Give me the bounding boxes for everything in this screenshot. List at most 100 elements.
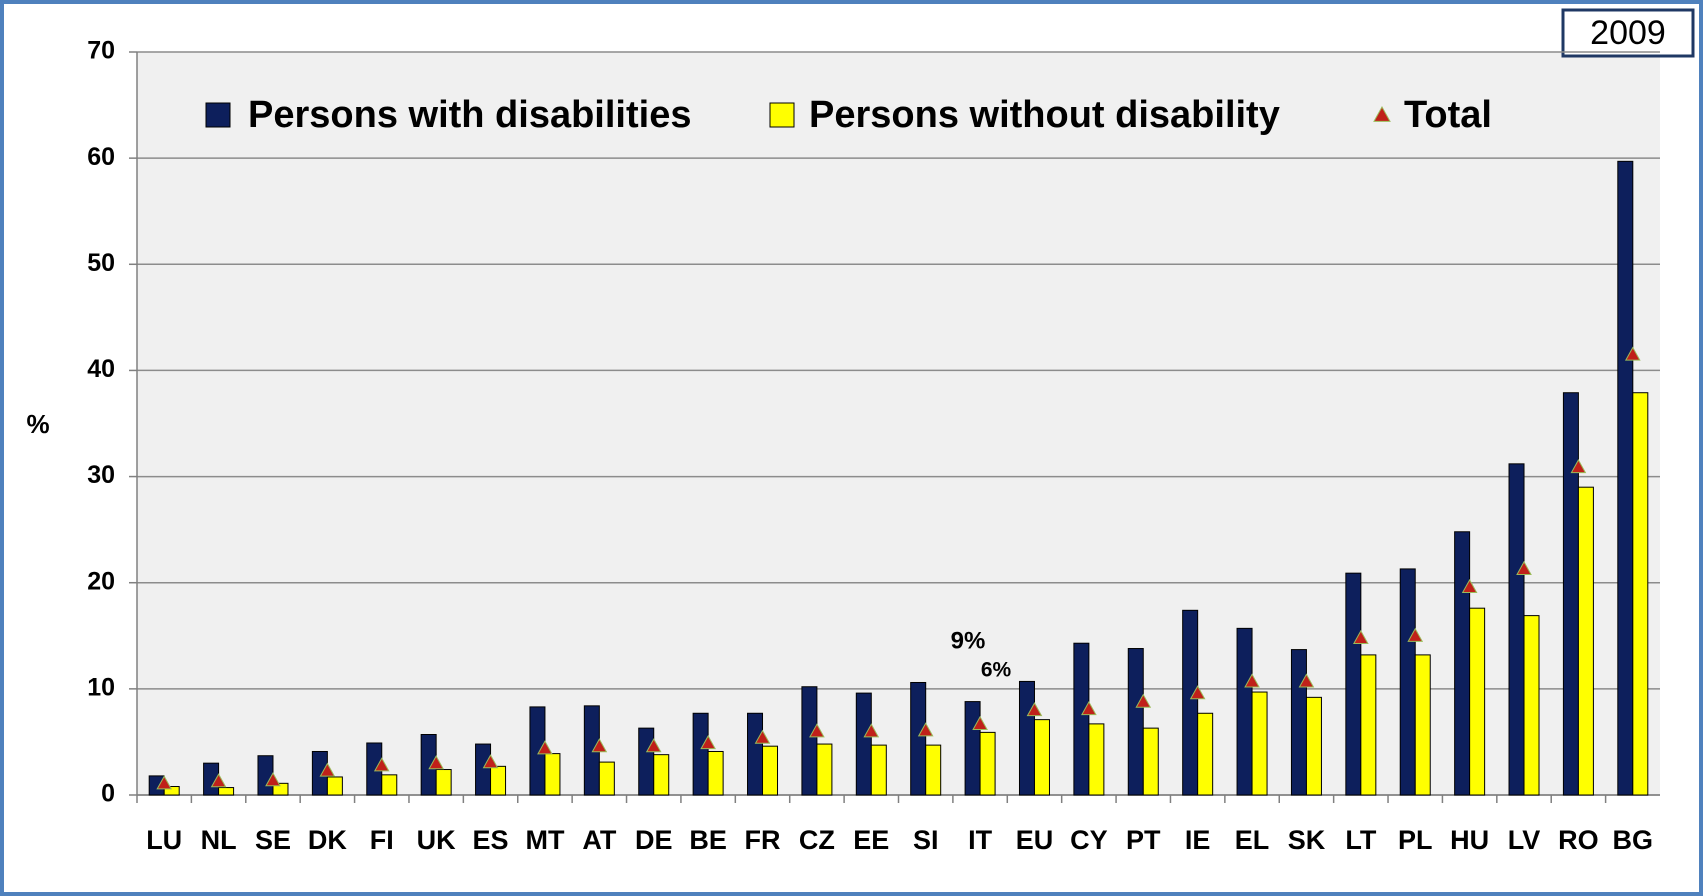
bar [544,753,561,796]
bar [1523,615,1540,796]
marker [591,738,608,753]
x-tick-label: UK [417,825,456,855]
legend-swatch [205,102,231,128]
bar [653,754,670,796]
marker [754,729,771,744]
bar [707,750,724,796]
x-tick-label: AT [582,825,616,855]
marker [972,715,988,730]
y-tick-label: 20 [87,567,115,595]
marker [1244,673,1260,688]
y-tick-label: 60 [87,143,115,171]
bar [1033,719,1050,796]
bar [381,774,398,796]
bar [1088,723,1105,796]
bar [1127,648,1144,796]
y-tick-label: 40 [87,355,115,383]
marker [537,740,553,755]
x-tick-label: CZ [799,825,835,855]
marker [156,775,173,790]
bar [870,744,887,796]
bar [979,731,996,796]
x-tick-label: LV [1508,825,1541,855]
marker [1298,673,1315,688]
bar [1562,392,1579,796]
marker [210,773,227,788]
bar [1414,654,1431,796]
bar [1142,727,1159,796]
marker [1407,627,1424,642]
bar [1073,642,1090,796]
bar [218,787,235,796]
x-tick-label: FR [745,825,781,855]
marker [917,722,934,737]
bar [326,776,343,796]
bar [1617,160,1634,796]
marker [1081,700,1097,716]
bar [272,782,289,796]
bar [1508,463,1525,796]
bar [1360,654,1377,796]
plot-area [137,52,1660,795]
x-tick-label: EL [1235,825,1270,855]
x-tick-label: SE [255,825,291,855]
marker [1189,685,1206,700]
legend-swatch [769,102,795,128]
bar [910,681,927,796]
bar [257,755,274,796]
bar [1632,392,1649,796]
bar [925,744,942,796]
bar [1182,609,1199,796]
bar [1251,691,1268,796]
y-tick-label: 0 [101,780,115,808]
legend-marker [1373,105,1391,122]
bar [490,765,507,796]
x-tick-label: EU [1016,825,1054,855]
x-tick-label: NL [201,825,237,855]
marker [645,738,662,753]
marker [809,723,825,738]
marker [428,755,445,770]
bar [1469,607,1486,796]
marker [482,754,499,769]
marker [265,772,281,787]
x-tick-label: SK [1288,825,1326,855]
bar [1454,531,1471,796]
legend-label: Persons without disability [809,94,1280,136]
y-tick-label: 50 [87,249,115,277]
bar [1236,627,1253,796]
x-tick-label: PT [1126,825,1161,855]
x-tick-label: MT [525,825,564,855]
bar [1290,649,1307,796]
x-tick-label: BG [1613,825,1654,855]
badge: 2009 [1590,14,1666,52]
x-tick-label: FI [370,825,394,855]
bar [1197,712,1214,796]
marker [319,762,336,777]
bar [762,745,779,796]
x-tick-label: DE [635,825,673,855]
annotation: 6% [981,659,1012,682]
legend-label: Persons with disabilities [248,94,691,136]
bar [163,786,180,796]
x-tick-label: CY [1070,825,1108,855]
x-tick-label: HU [1450,825,1489,855]
x-tick-label: LU [146,825,182,855]
x-tick-label: BE [689,825,727,855]
bar [964,701,981,796]
x-tick-label: RO [1558,825,1599,855]
marker [700,734,716,750]
marker [1461,578,1478,594]
bar [855,692,872,796]
marker [373,757,390,772]
x-tick-label: IT [968,825,993,855]
x-tick-label: IE [1185,825,1211,855]
y-tick-label: 70 [87,37,115,65]
bar [1577,486,1594,796]
bar [1399,568,1416,796]
bar [816,743,833,796]
marker [1026,702,1043,717]
bar [1345,572,1362,796]
x-tick-label: DK [308,825,347,855]
